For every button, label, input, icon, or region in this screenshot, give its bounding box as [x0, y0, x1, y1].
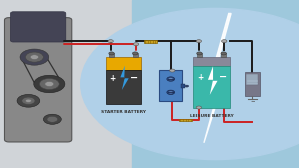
Circle shape: [185, 85, 189, 87]
FancyBboxPatch shape: [245, 72, 260, 96]
Circle shape: [20, 49, 49, 65]
Circle shape: [196, 106, 202, 109]
Text: STARTER BATTERY: STARTER BATTERY: [101, 110, 146, 114]
Circle shape: [108, 40, 113, 43]
Circle shape: [43, 114, 61, 124]
Circle shape: [167, 90, 175, 95]
Bar: [179, 119, 192, 121]
Bar: [144, 40, 157, 43]
Circle shape: [196, 40, 202, 43]
Bar: [106, 57, 141, 70]
Circle shape: [169, 91, 173, 94]
Text: −: −: [219, 72, 227, 82]
Bar: [106, 70, 141, 104]
Text: −: −: [250, 98, 255, 103]
Polygon shape: [120, 66, 129, 90]
Bar: [193, 66, 230, 108]
Circle shape: [167, 77, 175, 81]
Text: +: +: [197, 73, 203, 82]
Text: LEISURE BATTERY: LEISURE BATTERY: [190, 114, 234, 118]
Circle shape: [39, 78, 59, 90]
Circle shape: [22, 97, 35, 104]
Bar: [181, 84, 185, 88]
Text: −: −: [130, 73, 138, 83]
Bar: [0, 0, 132, 168]
Circle shape: [197, 52, 202, 55]
Circle shape: [25, 99, 31, 102]
Circle shape: [170, 69, 175, 72]
Polygon shape: [208, 66, 218, 95]
Circle shape: [47, 116, 58, 122]
Circle shape: [132, 52, 138, 55]
Circle shape: [30, 55, 39, 59]
Polygon shape: [204, 13, 231, 143]
Circle shape: [133, 43, 139, 46]
Text: +: +: [110, 74, 116, 83]
Circle shape: [34, 75, 65, 93]
Circle shape: [109, 52, 114, 55]
Circle shape: [169, 78, 173, 80]
Bar: [132, 0, 299, 168]
Bar: [197, 53, 202, 57]
Bar: [221, 53, 226, 57]
Bar: [133, 53, 138, 57]
Circle shape: [25, 52, 43, 62]
Circle shape: [81, 8, 299, 160]
Bar: [246, 74, 258, 85]
Circle shape: [222, 40, 227, 43]
Bar: [193, 57, 230, 66]
Circle shape: [45, 81, 54, 87]
FancyBboxPatch shape: [4, 18, 72, 142]
Bar: [109, 53, 114, 57]
Circle shape: [221, 52, 226, 55]
Circle shape: [17, 94, 40, 107]
FancyBboxPatch shape: [159, 70, 182, 101]
FancyBboxPatch shape: [10, 12, 66, 42]
